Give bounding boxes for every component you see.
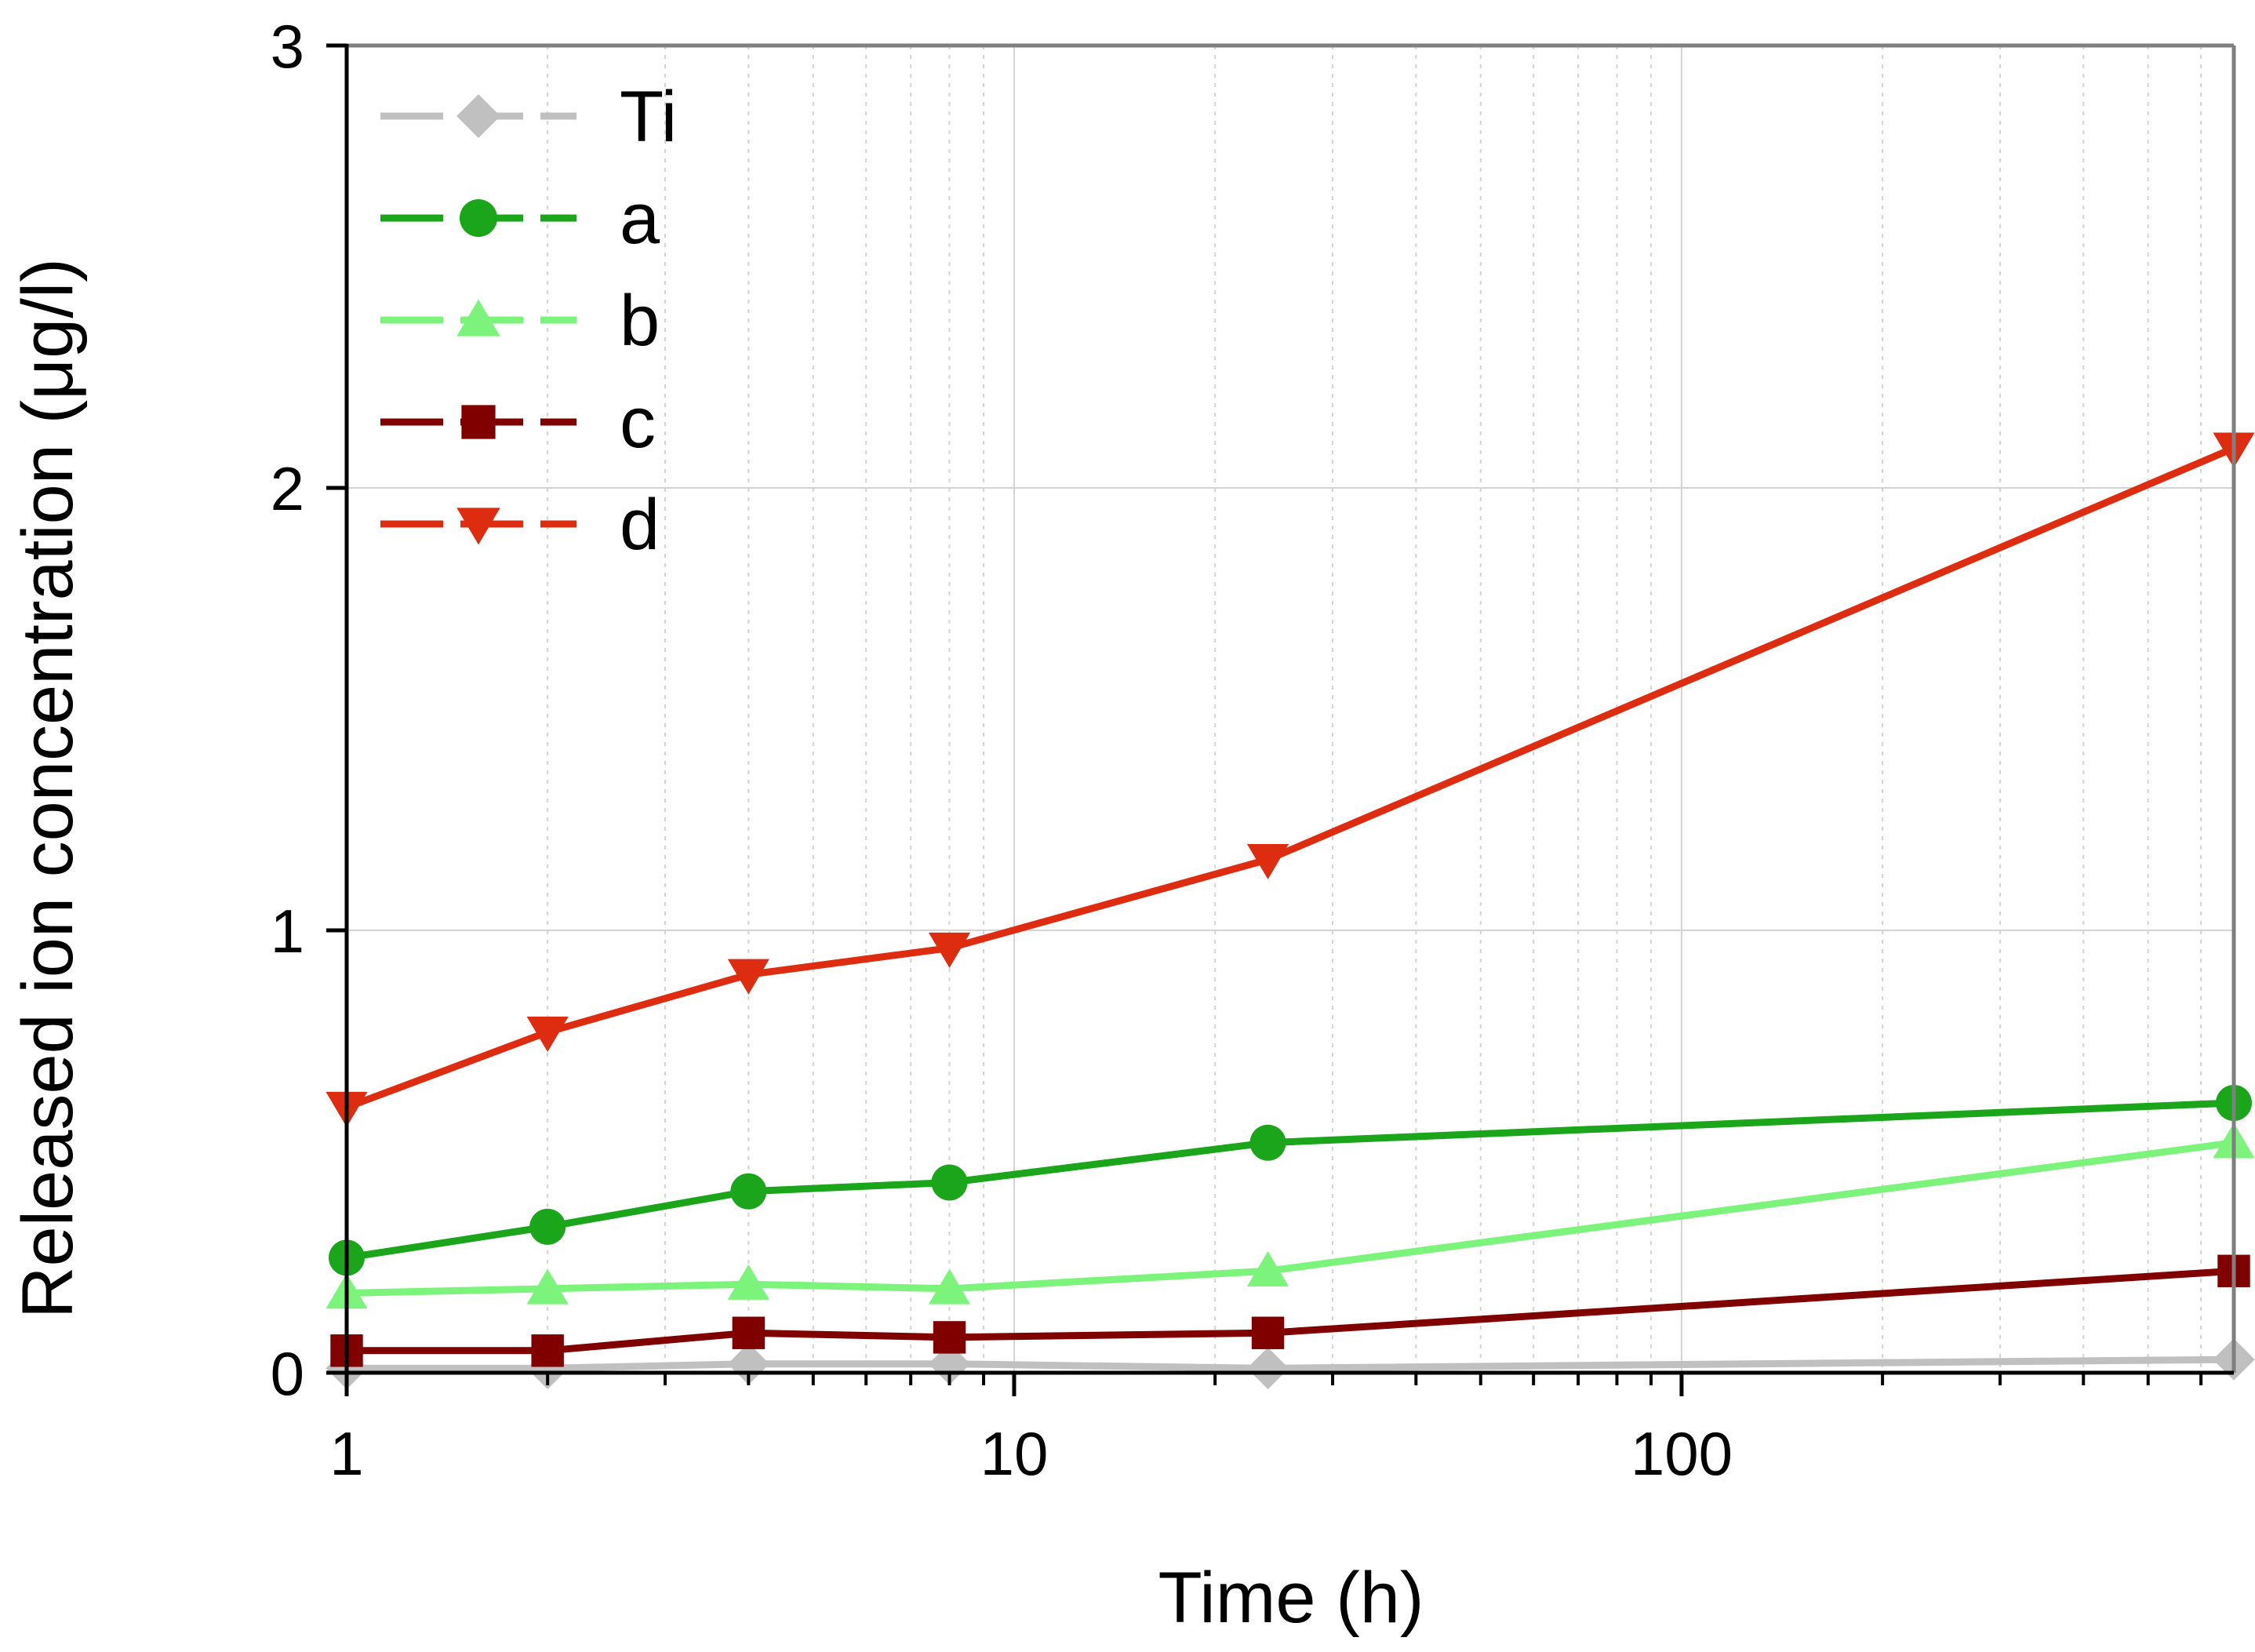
legend-item-d: d xyxy=(380,485,660,565)
legend-marker-a xyxy=(460,199,497,237)
series-d xyxy=(326,432,2255,1127)
legend-item-b: b xyxy=(380,281,660,361)
data-point-a xyxy=(931,1164,968,1201)
data-point-a xyxy=(529,1208,566,1245)
series-line-a xyxy=(346,1099,2235,1261)
grid-layer xyxy=(347,45,2234,1373)
legend-item-a: a xyxy=(380,179,660,259)
data-point-b xyxy=(727,1264,769,1300)
legend-label-c: c xyxy=(620,383,656,463)
data-point-d xyxy=(928,932,971,968)
series-line-c xyxy=(347,1267,2235,1355)
frame-layer xyxy=(347,43,2236,1373)
legend-marker-Ti xyxy=(456,94,500,138)
legend-marker-d xyxy=(456,508,500,545)
data-point-b xyxy=(928,1268,971,1304)
data-point-d xyxy=(1246,844,1289,880)
data-point-a xyxy=(1249,1124,1286,1161)
series-line-b xyxy=(346,1139,2235,1297)
data-point-d xyxy=(727,959,769,995)
legend-item-c: c xyxy=(380,383,656,463)
data-point-Ti xyxy=(526,1347,569,1390)
series-b xyxy=(326,1123,2255,1309)
data-point-a xyxy=(730,1173,767,1210)
series-line-d xyxy=(345,445,2235,1111)
data-point-Ti xyxy=(727,1343,770,1385)
data-point-c xyxy=(531,1334,564,1367)
x-tick-label: 10 xyxy=(980,1419,1049,1488)
y-axis-title: Released ion concentration (μg/l) xyxy=(8,258,88,1319)
legend-marker-c xyxy=(461,405,496,439)
legend-item-Ti: Ti xyxy=(380,77,677,157)
data-point-Ti xyxy=(1246,1347,1289,1390)
y-tick-label: 2 xyxy=(271,454,304,523)
series-a xyxy=(329,1084,2252,1276)
y-tick-label: 3 xyxy=(271,12,304,81)
data-point-d xyxy=(526,1016,569,1053)
legend-marker-b xyxy=(456,299,500,337)
legend-label-a: a xyxy=(620,179,660,259)
data-point-c xyxy=(732,1316,766,1349)
series-layer xyxy=(326,432,2255,1390)
data-point-b xyxy=(526,1268,569,1304)
legend-label-b: b xyxy=(620,281,660,361)
data-point-c xyxy=(1251,1316,1285,1349)
data-point-c xyxy=(933,1321,966,1354)
y-tick-label: 1 xyxy=(271,897,304,966)
data-point-b xyxy=(1246,1250,1289,1287)
legend-label-Ti: Ti xyxy=(620,77,677,157)
x-tick-label: 1 xyxy=(329,1419,363,1488)
x-tick-label: 100 xyxy=(1631,1419,1733,1488)
series-line-Ti xyxy=(347,1355,2235,1372)
legend-label-d: d xyxy=(620,485,660,565)
x-axis-title: Time (h) xyxy=(1158,1558,1424,1638)
y-tick-label: 0 xyxy=(271,1339,304,1408)
